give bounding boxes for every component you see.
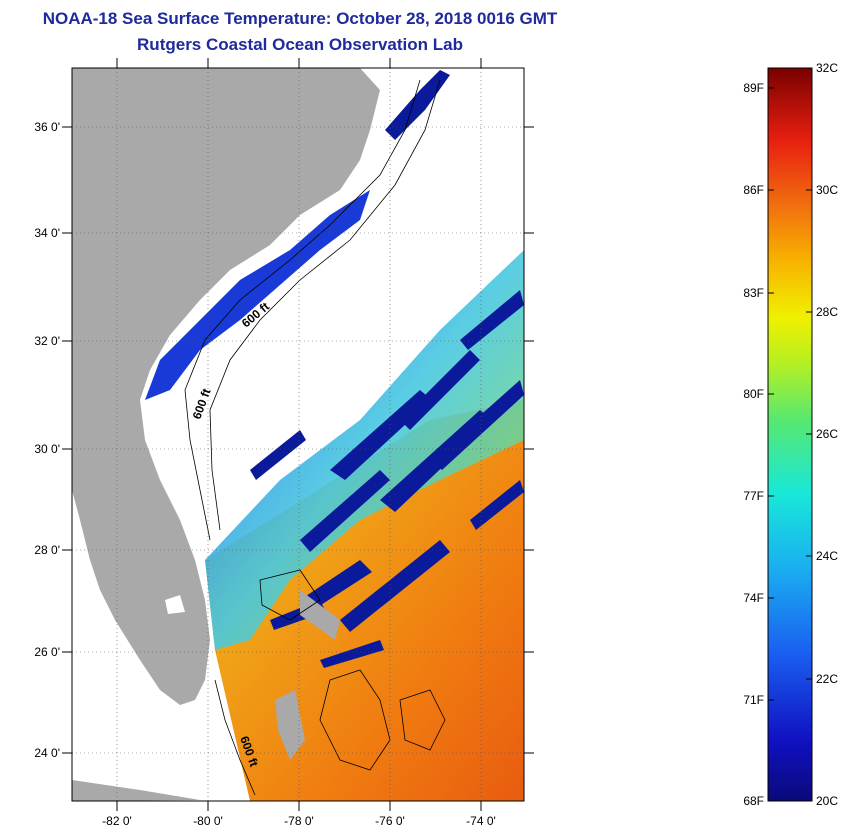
colorbar-f-86: 86F bbox=[743, 183, 764, 197]
colorbar-c-32: 32C bbox=[816, 61, 838, 75]
lon-label-76: -76 0' bbox=[375, 814, 405, 828]
page-title: NOAA-18 Sea Surface Temperature: October… bbox=[42, 9, 558, 28]
lat-label-36: 36 0' bbox=[34, 120, 60, 134]
map-frame bbox=[71, 67, 525, 802]
cuba-coast bbox=[72, 780, 200, 801]
colorbar-c-20: 20C bbox=[816, 794, 838, 808]
colorbar bbox=[767, 67, 813, 802]
graticule bbox=[72, 68, 524, 801]
colorbar-c-26: 26C bbox=[816, 427, 838, 441]
map-area: 600 ft 600 ft 600 ft bbox=[72, 68, 524, 801]
coastal-cold-band bbox=[145, 190, 370, 400]
lat-label-24: 24 0' bbox=[34, 746, 60, 760]
colorbar-f-89: 89F bbox=[743, 81, 764, 95]
bahamas-island-north bbox=[300, 590, 340, 640]
colorbar-f-80: 80F bbox=[743, 387, 764, 401]
colorbar-c-24: 24C bbox=[816, 549, 838, 563]
depth-contours bbox=[184, 79, 446, 796]
colorbar-c-22: 22C bbox=[816, 672, 838, 686]
colorbar-f-71: 71F bbox=[743, 693, 764, 707]
colorbar-f-83: 83F bbox=[743, 286, 764, 300]
page-subtitle: Rutgers Coastal Ocean Observation Lab bbox=[137, 35, 463, 54]
lon-label-80: -80 0' bbox=[193, 814, 223, 828]
lat-label-28: 28 0' bbox=[34, 543, 60, 557]
colorbar-ticks bbox=[768, 67, 812, 802]
axis-ticks bbox=[62, 58, 534, 811]
lat-label-30: 30 0' bbox=[34, 442, 60, 456]
lat-label-26: 26 0' bbox=[34, 645, 60, 659]
colorbar-c-30: 30C bbox=[816, 183, 838, 197]
lake-okeechobee bbox=[165, 595, 185, 614]
lon-label-78: -78 0' bbox=[284, 814, 314, 828]
colorbar-f-77: 77F bbox=[743, 489, 764, 503]
colorbar-f-74: 74F bbox=[743, 591, 764, 605]
cold-water-streaks bbox=[250, 290, 524, 668]
cold-patch-north bbox=[385, 70, 450, 140]
bahamas-island bbox=[275, 690, 305, 760]
colorbar-f-68: 68F bbox=[743, 794, 764, 808]
lat-label-34: 34 0' bbox=[34, 226, 60, 240]
colorbar-c-28: 28C bbox=[816, 305, 838, 319]
lon-label-74: -74 0' bbox=[466, 814, 496, 828]
lat-label-32: 32 0' bbox=[34, 334, 60, 348]
land-mass bbox=[72, 68, 380, 705]
lon-label-82: -82 0' bbox=[102, 814, 132, 828]
